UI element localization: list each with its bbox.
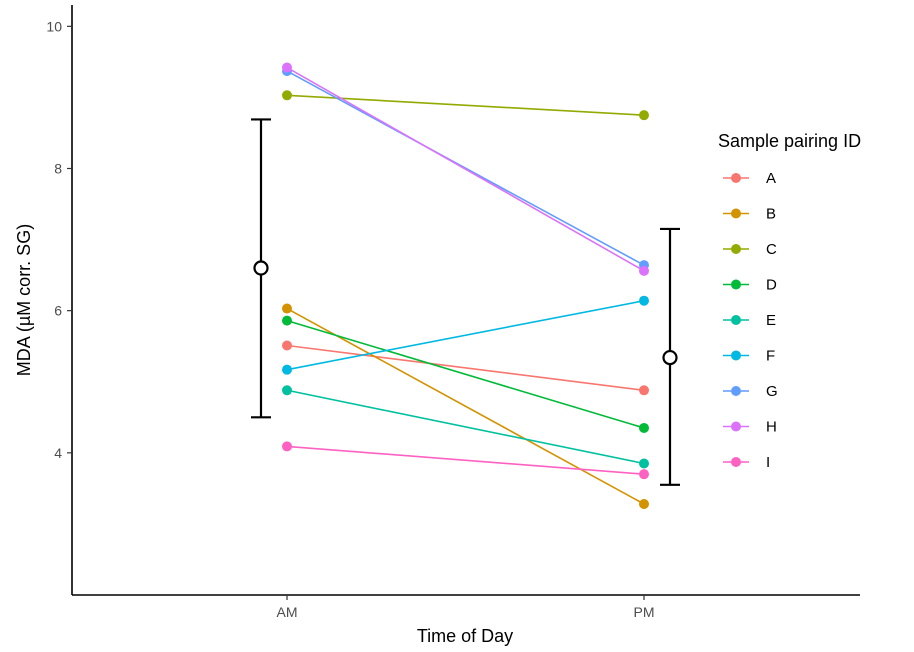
legend-item-D: D — [723, 277, 777, 294]
series-B — [282, 303, 649, 510]
series-line — [286, 344, 645, 392]
data-point — [282, 364, 292, 375]
legend-key-point — [731, 279, 741, 290]
series-C — [282, 90, 649, 121]
legend-key-point — [731, 208, 741, 219]
series-line — [286, 389, 645, 465]
series-F — [282, 295, 649, 375]
legend-label: H — [766, 419, 777, 436]
x-tick-label: PM — [634, 604, 655, 620]
legend-item-E: E — [723, 312, 776, 329]
legend-key-point — [731, 315, 741, 325]
x-ticks: AM PM — [277, 595, 655, 620]
series-line — [286, 94, 645, 116]
legend-item-B: B — [723, 206, 776, 223]
data-point — [282, 441, 292, 452]
legend-label: A — [766, 170, 776, 187]
data-point — [639, 265, 649, 276]
x-tick-label: AM — [277, 604, 298, 620]
series-E — [282, 385, 649, 469]
series-H — [282, 62, 649, 276]
data-point — [282, 62, 292, 73]
data-point — [639, 295, 649, 306]
legend-label: B — [766, 206, 776, 223]
y-tick-label: 10 — [46, 18, 62, 34]
legend-key-point — [731, 244, 741, 254]
y-tick-label: 4 — [54, 445, 62, 461]
axes — [71, 5, 860, 596]
y-ticks: 4 6 8 10 — [46, 18, 72, 461]
x-axis-title: Time of Day — [417, 626, 513, 646]
summary-layer — [251, 118, 680, 486]
series-line — [286, 445, 645, 475]
legend-label: E — [766, 312, 776, 329]
legend-label: C — [766, 241, 777, 258]
series-line — [286, 319, 645, 429]
legend-items: A B C D E F G H I — [723, 170, 778, 471]
legend-item-I: I — [723, 454, 770, 471]
series-line — [286, 66, 645, 272]
legend-title: Sample pairing ID — [718, 131, 861, 151]
data-point — [639, 422, 649, 433]
mean-point — [662, 349, 678, 366]
data-point — [639, 110, 649, 121]
y-tick-label: 8 — [54, 160, 62, 176]
data-point — [282, 90, 292, 101]
summary-PM — [660, 227, 680, 486]
data-point — [639, 385, 649, 396]
legend-item-A: A — [723, 170, 776, 187]
legend-label: G — [766, 383, 778, 400]
data-point — [639, 499, 649, 510]
y-axis-title: MDA (µM corr. SG) — [14, 224, 34, 376]
legend-key-point — [731, 421, 741, 432]
data-point — [282, 340, 292, 351]
series-line — [286, 70, 645, 266]
series-D — [282, 315, 649, 433]
legend-item-H: H — [723, 419, 777, 436]
legend-label: F — [766, 348, 775, 365]
legend-label: I — [766, 454, 770, 471]
data-point — [282, 303, 292, 314]
summary-AM — [251, 118, 271, 419]
data-point — [639, 458, 649, 469]
data-point — [639, 469, 649, 480]
legend-key-point — [731, 457, 741, 467]
series-I — [282, 441, 649, 480]
legend-key-point — [731, 386, 741, 396]
series-line — [286, 307, 645, 505]
y-tick-label: 6 — [54, 303, 62, 319]
legend-key-point — [731, 173, 741, 183]
series-A — [282, 340, 649, 396]
legend-item-C: C — [723, 241, 777, 258]
legend-item-G: G — [723, 383, 778, 400]
series-line — [286, 299, 645, 371]
legend-label: D — [766, 277, 777, 294]
data-point — [282, 385, 292, 396]
series-layer — [282, 62, 649, 510]
legend: Sample pairing ID A B C D E F G H I — [718, 131, 861, 471]
legend-item-F: F — [723, 348, 775, 365]
mean-point — [253, 260, 269, 276]
data-point — [282, 315, 292, 326]
legend-key-point — [731, 350, 741, 361]
